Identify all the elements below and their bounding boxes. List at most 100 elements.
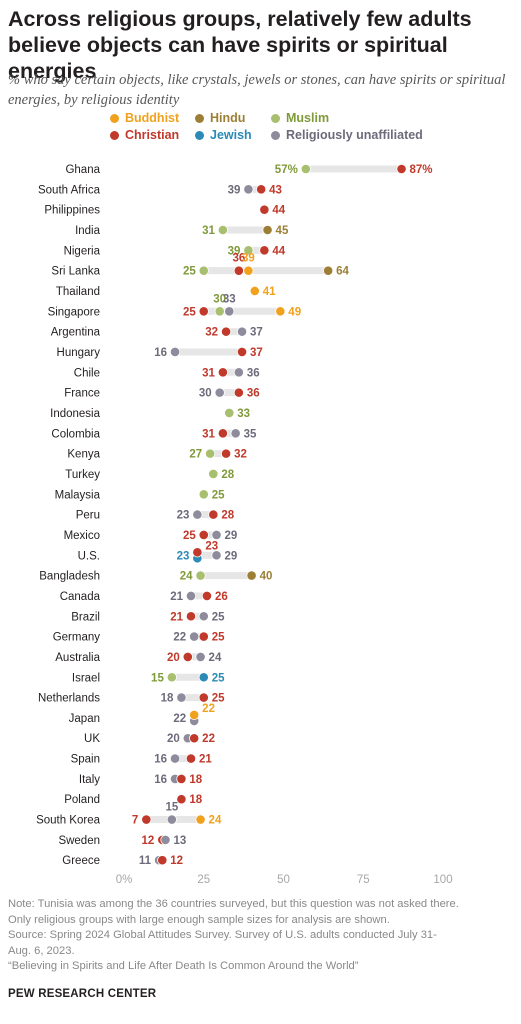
value-label-italy-unaffiliated: 16 — [154, 774, 167, 786]
dot-spain-christian — [185, 753, 197, 764]
country-label-india: India — [75, 225, 101, 237]
value-label-greece-christian: 12 — [170, 855, 183, 867]
value-label-mexico-unaffiliated: 29 — [225, 530, 238, 542]
legend-item-hindu: Hindu — [195, 110, 245, 126]
dot-australia-christian — [182, 651, 193, 663]
country-label-spain: Spain — [71, 754, 100, 766]
dot-south-korea-unaffiliated — [166, 814, 177, 825]
legend-item-christian: Christian — [110, 127, 179, 143]
value-label-japan-buddhist: 22 — [202, 703, 215, 715]
legend-label-buddhist: Buddhist — [125, 111, 180, 125]
dot-colombia-christian — [217, 428, 228, 439]
country-label-peru: Peru — [76, 510, 100, 522]
country-label-uk: UK — [84, 733, 100, 745]
value-label-germany-christian: 25 — [212, 632, 225, 644]
country-label-germany: Germany — [53, 632, 101, 644]
chart-subtitle: % who say certain objects, like crystals… — [8, 72, 506, 108]
country-label-israel: Israel — [72, 672, 100, 684]
dot-argentina-christian — [220, 326, 232, 337]
country-label-thailand: Thailand — [56, 286, 100, 298]
source-line-1: Source: Spring 2024 Global Attitudes Sur… — [8, 929, 437, 941]
value-label-colombia-christian: 31 — [202, 428, 215, 440]
dot-india-muslim — [217, 224, 228, 236]
country-label-australia: Australia — [55, 652, 100, 664]
dot-philippines-christian — [259, 204, 270, 215]
value-label-u-s-jewish: 23 — [177, 550, 190, 562]
value-label-indonesia-muslim: 33 — [237, 408, 250, 420]
dot-germany-christian — [198, 631, 209, 642]
dot-france-christian — [233, 387, 244, 398]
value-label-netherlands-christian: 25 — [212, 693, 225, 705]
value-label-brazil-unaffiliated: 25 — [212, 611, 225, 623]
value-label-peru-unaffiliated: 23 — [177, 510, 190, 522]
value-label-turkey-muslim: 28 — [221, 469, 234, 481]
value-label-poland-christian: 18 — [189, 794, 202, 806]
dot-greece-christian — [157, 855, 168, 866]
value-label-south-korea-christian: 7 — [132, 815, 138, 827]
dot-netherlands-unaffiliated — [176, 692, 187, 703]
country-label-indonesia: Indonesia — [50, 408, 100, 420]
legend-swatch-christian — [110, 131, 119, 140]
dot-singapore-christian — [198, 306, 209, 317]
country-label-mexico: Mexico — [64, 530, 100, 542]
dot-mexico-christian — [198, 529, 209, 541]
value-label-nigeria-christian: 44 — [272, 245, 285, 257]
legend-label-christian: Christian — [125, 128, 180, 142]
value-label-nigeria-muslim: 39 — [228, 245, 241, 257]
value-label-south-africa-christian: 43 — [269, 184, 282, 196]
country-label-canada: Canada — [60, 591, 101, 603]
dot-argentina-unaffiliated — [236, 326, 248, 337]
country-label-nigeria: Nigeria — [64, 245, 101, 257]
value-label-south-africa-unaffiliated: 39 — [228, 184, 241, 196]
value-label-germany-unaffiliated: 22 — [173, 632, 186, 644]
dot-peru-christian — [208, 509, 219, 520]
dot-brazil-unaffiliated — [198, 611, 209, 622]
dot-japan-buddhist — [189, 709, 200, 721]
value-label-singapore-christian: 25 — [183, 306, 196, 318]
legend-swatch-unaffiliated — [271, 131, 280, 140]
legend-label-muslim: Muslim — [286, 111, 330, 125]
dot-canada-christian — [201, 590, 213, 602]
dot-ghana-christian — [396, 163, 407, 175]
value-label-thailand-buddhist: 41 — [263, 286, 276, 298]
value-label-chile-christian: 31 — [202, 367, 215, 379]
dot-chile-christian — [217, 367, 228, 378]
value-label-india-muslim: 31 — [202, 225, 215, 237]
value-label-sri-lanka-christian: 36 — [232, 253, 245, 265]
country-label-kenya: Kenya — [67, 449, 100, 461]
dot-turkey-muslim — [208, 468, 219, 480]
legend-label-hindu: Hindu — [210, 111, 246, 125]
value-label-italy-christian: 18 — [189, 774, 202, 786]
value-label-kenya-christian: 32 — [234, 449, 247, 461]
dot-singapore-buddhist — [275, 306, 286, 317]
value-label-sweden-christian: 12 — [141, 835, 154, 847]
dot-bangladesh-muslim — [195, 570, 206, 581]
value-label-colombia-unaffiliated: 35 — [244, 428, 257, 440]
x-tick-label-0: 0% — [116, 874, 133, 886]
dot-germany-unaffiliated — [189, 631, 200, 642]
dot-peru-unaffiliated — [192, 509, 203, 520]
dot-hungary-unaffiliated — [169, 346, 181, 358]
value-label-kenya-muslim: 27 — [189, 449, 202, 461]
country-label-colombia: Colombia — [51, 428, 100, 440]
country-label-poland: Poland — [64, 794, 100, 806]
country-label-sri-lanka: Sri Lanka — [51, 266, 100, 278]
dot-israel-muslim — [166, 672, 177, 683]
legend-swatch-buddhist — [110, 114, 119, 123]
dot-poland-christian — [176, 794, 187, 805]
value-label-singapore-unaffiliated: 33 — [223, 293, 236, 305]
dot-malaysia-muslim — [198, 489, 209, 500]
country-label-hungary: Hungary — [57, 347, 101, 359]
legend-item-buddhist: Buddhist — [110, 110, 179, 126]
value-label-u-s-unaffiliated: 29 — [225, 550, 238, 562]
value-label-japan-unaffiliated: 22 — [173, 713, 186, 725]
value-label-chile-unaffiliated: 36 — [247, 367, 260, 379]
dot-thailand-buddhist — [249, 285, 260, 297]
note-line-2: Only religious groups with large enough … — [8, 913, 390, 926]
dot-singapore-muslim — [214, 306, 225, 317]
legend-swatch-jewish — [195, 131, 204, 140]
value-label-hungary-unaffiliated: 16 — [154, 347, 167, 359]
dot-israel-jewish — [198, 672, 209, 683]
dot-singapore-unaffiliated — [224, 306, 235, 317]
value-label-ghana-muslim: 57% — [275, 164, 298, 176]
